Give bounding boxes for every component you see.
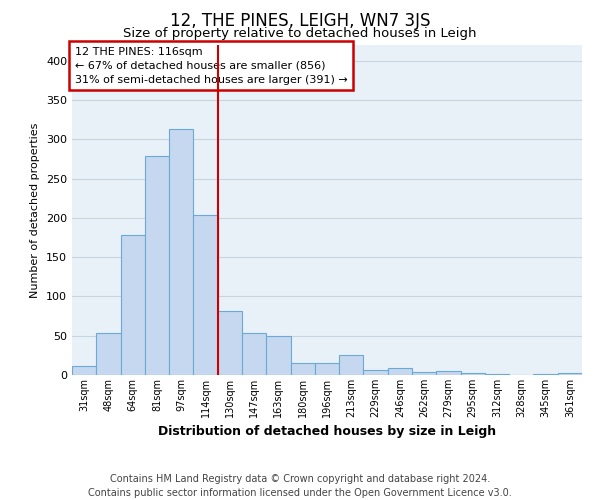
Y-axis label: Number of detached properties: Number of detached properties [31, 122, 40, 298]
Bar [436, 371, 461, 375]
Bar [121, 235, 145, 375]
Bar [558, 372, 582, 375]
Bar [145, 156, 169, 375]
Bar [339, 356, 364, 375]
Text: 12, THE PINES, LEIGH, WN7 3JS: 12, THE PINES, LEIGH, WN7 3JS [170, 12, 430, 30]
Bar [388, 368, 412, 375]
Bar [266, 336, 290, 375]
Bar [315, 363, 339, 375]
Text: 12 THE PINES: 116sqm
← 67% of detached houses are smaller (856)
31% of semi-deta: 12 THE PINES: 116sqm ← 67% of detached h… [74, 46, 347, 84]
X-axis label: Distribution of detached houses by size in Leigh: Distribution of detached houses by size … [158, 426, 496, 438]
Bar [364, 370, 388, 375]
Bar [290, 363, 315, 375]
Text: Size of property relative to detached houses in Leigh: Size of property relative to detached ho… [123, 28, 477, 40]
Bar [461, 374, 485, 375]
Bar [218, 310, 242, 375]
Bar [485, 374, 509, 375]
Text: Contains HM Land Registry data © Crown copyright and database right 2024.
Contai: Contains HM Land Registry data © Crown c… [88, 474, 512, 498]
Bar [242, 334, 266, 375]
Bar [412, 372, 436, 375]
Bar [96, 334, 121, 375]
Bar [193, 214, 218, 375]
Bar [533, 374, 558, 375]
Bar [169, 129, 193, 375]
Bar [72, 366, 96, 375]
